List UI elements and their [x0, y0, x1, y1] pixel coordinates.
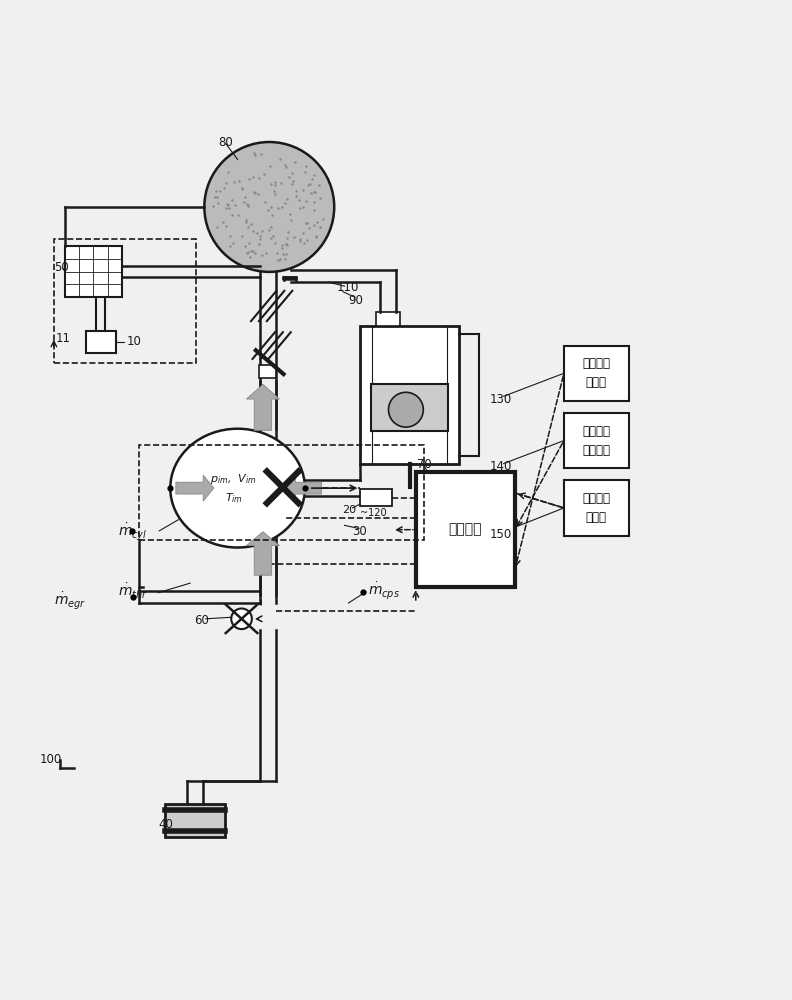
Text: 100: 100 [40, 753, 62, 766]
Text: 90: 90 [348, 294, 364, 307]
Bar [65, 246, 122, 297]
Text: 80: 80 [218, 136, 233, 149]
Bar [360, 326, 459, 464]
Text: 40: 40 [158, 818, 173, 831]
FancyArrow shape [285, 475, 322, 501]
Bar [259, 365, 276, 378]
Ellipse shape [170, 429, 305, 548]
Text: 加速器位: 加速器位 [582, 425, 611, 438]
Text: $T_{im}$: $T_{im}$ [225, 491, 242, 505]
Text: $\dot{m}_{cps}$: $\dot{m}_{cps}$ [368, 580, 400, 601]
Bar [564, 480, 629, 536]
Text: 20: 20 [342, 505, 356, 515]
Text: $\dot{m}_{thr}$: $\dot{m}_{thr}$ [118, 582, 148, 601]
Text: 置传感器: 置传感器 [582, 444, 611, 457]
Circle shape [231, 609, 252, 629]
Circle shape [389, 392, 423, 427]
Bar [139, 445, 424, 540]
Text: 曲柄位置: 曲柄位置 [582, 357, 611, 370]
Text: $p_{im}$,  $V_{im}$: $p_{im}$, $V_{im}$ [211, 472, 257, 486]
Text: $\dot{m}_{egr}$: $\dot{m}_{egr}$ [54, 590, 86, 611]
Text: 控制部分: 控制部分 [448, 523, 482, 537]
Bar [54, 239, 196, 363]
Circle shape [204, 142, 334, 272]
Text: 60: 60 [194, 614, 209, 627]
Bar [86, 331, 116, 353]
Text: 11: 11 [55, 332, 70, 345]
FancyArrow shape [176, 475, 214, 501]
Bar [165, 804, 225, 837]
Bar [564, 346, 629, 401]
Text: 130: 130 [489, 393, 512, 406]
Text: 110: 110 [337, 281, 359, 294]
Text: $\dot{m}_{cyl}$: $\dot{m}_{cyl}$ [118, 521, 148, 542]
Bar [371, 384, 448, 431]
Text: 10: 10 [127, 335, 142, 348]
Text: 50: 50 [54, 261, 69, 274]
Text: 传感器: 传感器 [586, 376, 607, 389]
Text: 车辆速度: 车辆速度 [582, 492, 611, 505]
Text: ~120: ~120 [360, 508, 387, 518]
Bar [416, 472, 515, 587]
FancyArrow shape [246, 384, 280, 430]
Text: ~70: ~70 [408, 458, 432, 471]
Bar [376, 312, 400, 326]
Text: 140: 140 [489, 460, 512, 473]
Bar [564, 413, 629, 468]
Text: 150: 150 [489, 528, 512, 541]
Text: 传感器: 传感器 [586, 511, 607, 524]
Text: 30: 30 [352, 525, 367, 538]
Bar [360, 489, 392, 506]
FancyArrow shape [246, 532, 280, 575]
